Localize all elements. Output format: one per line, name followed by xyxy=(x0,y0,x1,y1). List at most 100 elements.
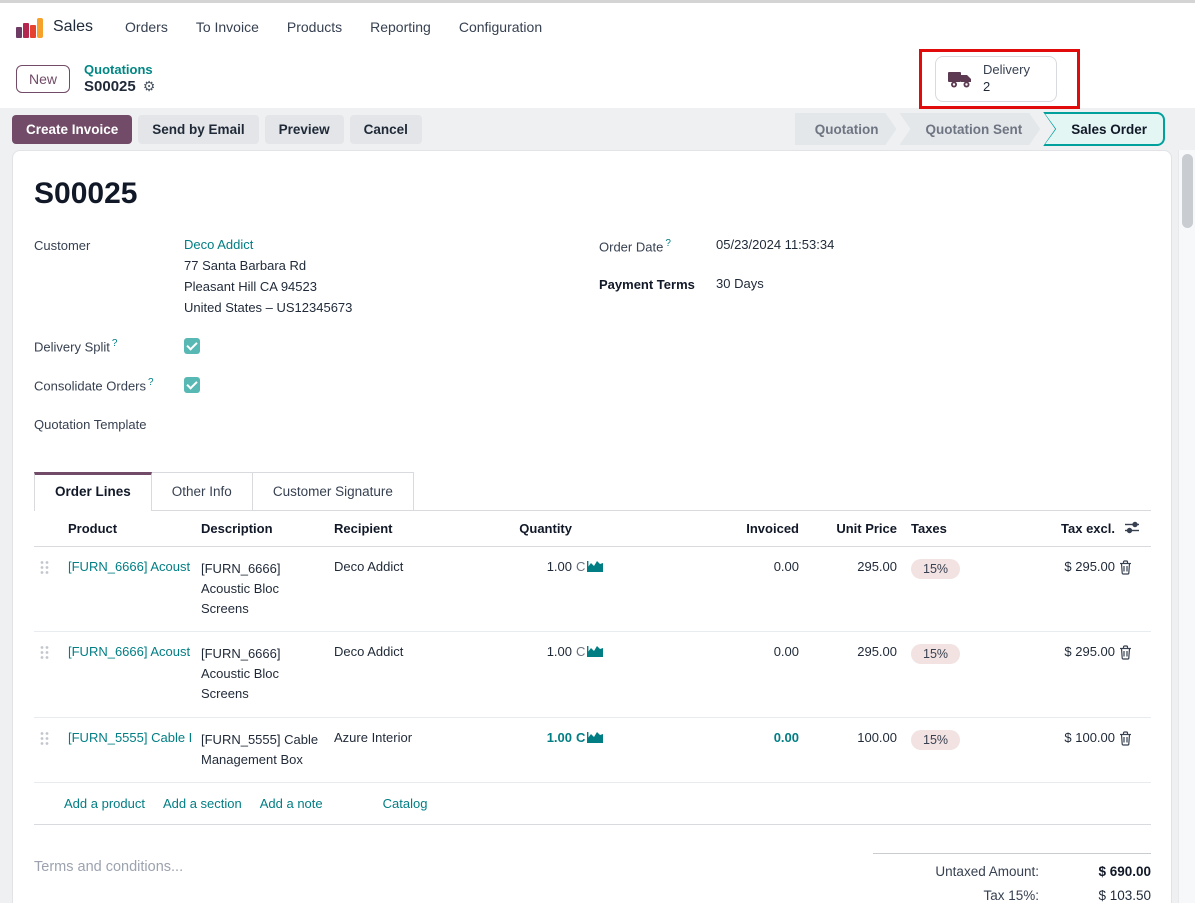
page-title: S00025 xyxy=(34,177,138,210)
table-header-row: Product Description Recipient Quantity I… xyxy=(34,511,1151,547)
recipient-cell[interactable]: Azure Interior xyxy=(334,729,413,745)
forecast-chart-icon[interactable] xyxy=(587,731,604,744)
col-quantity[interactable]: Quantity xyxy=(519,520,572,536)
table-row: [FURN_6666] Acoust [FURN_6666] Acoustic … xyxy=(34,632,1151,718)
drag-handle-icon[interactable] xyxy=(34,632,64,663)
forecast-chart-icon[interactable] xyxy=(587,560,604,573)
unit-price-cell[interactable]: 295.00 xyxy=(857,644,897,660)
address-line-3: United States – US12345673 xyxy=(184,300,353,315)
quotation-template-label: Quotation Template xyxy=(34,416,147,432)
tab-order-lines[interactable]: Order Lines xyxy=(34,471,152,511)
sheet-footer: Terms and conditions... Untaxed Amount: … xyxy=(34,825,1151,903)
consolidate-orders-label: Consolidate Orders? xyxy=(34,377,154,394)
send-by-email-button[interactable]: Send by Email xyxy=(138,114,259,144)
delete-row-icon[interactable] xyxy=(1119,547,1151,578)
add-a-note-link[interactable]: Add a note xyxy=(259,795,323,811)
status-step-quotation[interactable]: Quotation xyxy=(795,113,897,145)
description-cell[interactable]: [FURN_6666] Acoustic Bloc Screens xyxy=(201,560,281,616)
tab-other-info[interactable]: Other Info xyxy=(150,471,253,510)
app-name[interactable]: Sales xyxy=(53,17,94,35)
optional-columns-icon[interactable] xyxy=(1119,511,1151,537)
tax-value: $ 103.50 xyxy=(1098,887,1151,903)
action-bar: Create Invoice Send by Email Preview Can… xyxy=(0,108,1195,150)
uom-cell: C xyxy=(576,729,586,745)
delivery-split-label: Delivery Split? xyxy=(34,338,118,355)
tab-customer-signature[interactable]: Customer Signature xyxy=(251,471,414,510)
untaxed-amount-label: Untaxed Amount: xyxy=(935,863,1039,879)
consolidate-orders-checkbox[interactable] xyxy=(184,377,200,394)
tax-pill[interactable]: 15% xyxy=(911,558,961,579)
terms-and-conditions-input[interactable]: Terms and conditions... xyxy=(34,858,184,875)
order-lines-table: Product Description Recipient Quantity I… xyxy=(34,511,1151,825)
delete-row-icon[interactable] xyxy=(1119,632,1151,663)
col-recipient[interactable]: Recipient xyxy=(334,520,393,536)
description-cell[interactable]: [FURN_5555] Cable Management Box xyxy=(201,731,319,767)
col-invoiced[interactable]: Invoiced xyxy=(746,520,799,536)
nav-item-reporting[interactable]: Reporting xyxy=(370,18,431,35)
subtotal-cell: $ 295.00 xyxy=(1064,644,1115,660)
col-taxes[interactable]: Taxes xyxy=(911,520,947,536)
payment-terms-label: Payment Terms xyxy=(599,277,695,293)
gear-icon[interactable]: ⚙ xyxy=(142,78,156,95)
breadcrumb: Quotations S00025 ⚙ xyxy=(84,62,155,97)
scrollbar-track xyxy=(1178,150,1195,903)
nav-item-configuration[interactable]: Configuration xyxy=(458,18,543,35)
uom-cell: C xyxy=(576,558,586,574)
catalog-link[interactable]: Catalog xyxy=(382,795,428,811)
nav-item-orders[interactable]: Orders xyxy=(125,18,168,35)
add-a-product-link[interactable]: Add a product xyxy=(64,795,145,811)
address-line-2: Pleasant Hill CA 94523 xyxy=(184,279,317,294)
status-step-quotation-sent[interactable]: Quotation Sent xyxy=(899,113,1040,145)
col-product[interactable]: Product xyxy=(68,520,118,536)
brand: Sales xyxy=(16,16,93,38)
customer-link[interactable]: Deco Addict xyxy=(184,237,254,252)
smart-button-area: Delivery 2 xyxy=(919,49,1080,109)
new-button[interactable]: New xyxy=(16,65,71,93)
quantity-cell[interactable]: 1.00 xyxy=(546,558,572,574)
help-icon: ? xyxy=(111,338,118,349)
delivery-count: 2 xyxy=(983,79,991,94)
unit-price-cell[interactable]: 295.00 xyxy=(857,558,897,574)
table-row: [FURN_6666] Acoust [FURN_6666] Acoustic … xyxy=(34,547,1151,633)
notebook-tabs: Order Lines Other Info Customer Signatur… xyxy=(34,471,1151,511)
delete-row-icon[interactable] xyxy=(1119,718,1151,749)
product-cell[interactable]: [FURN_5555] Cable I xyxy=(68,729,193,745)
scrollbar-thumb[interactable] xyxy=(1182,154,1193,228)
nav-item-products[interactable]: Products xyxy=(286,18,343,35)
recipient-cell[interactable]: Deco Addict xyxy=(334,644,404,660)
invoiced-cell: 0.00 xyxy=(773,644,799,660)
nav-item-to-invoice[interactable]: To Invoice xyxy=(195,18,259,35)
col-unit-price[interactable]: Unit Price xyxy=(836,520,897,536)
cancel-button[interactable]: Cancel xyxy=(349,114,422,144)
add-a-section-link[interactable]: Add a section xyxy=(162,795,242,811)
status-step-sales-order[interactable]: Sales Order xyxy=(1043,112,1165,146)
col-description[interactable]: Description xyxy=(201,520,273,536)
col-tax-excl[interactable]: Tax excl. xyxy=(1061,520,1115,536)
delivery-split-checkbox[interactable] xyxy=(184,338,200,354)
delivery-smart-button[interactable]: Delivery 2 xyxy=(935,56,1057,102)
status-step-sales-order-label: Sales Order xyxy=(1045,114,1163,144)
breadcrumb-quotations-link[interactable]: Quotations xyxy=(84,61,153,77)
tax-pill[interactable]: 15% xyxy=(911,729,961,750)
unit-price-cell[interactable]: 100.00 xyxy=(857,729,897,745)
subtotal-cell: $ 100.00 xyxy=(1064,729,1115,745)
preview-button[interactable]: Preview xyxy=(264,114,344,144)
drag-handle-icon[interactable] xyxy=(34,547,64,578)
recipient-cell[interactable]: Deco Addict xyxy=(334,558,404,574)
order-date-value[interactable]: 05/23/2024 11:53:34 xyxy=(716,237,835,252)
quantity-cell[interactable]: 1.00 xyxy=(546,644,572,660)
product-cell[interactable]: [FURN_6666] Acoust xyxy=(68,558,191,574)
subtotal-cell: $ 295.00 xyxy=(1064,558,1115,574)
create-invoice-button[interactable]: Create Invoice xyxy=(12,114,133,144)
description-cell[interactable]: [FURN_6666] Acoustic Bloc Screens xyxy=(201,646,281,702)
address-line-1: 77 Santa Barbara Rd xyxy=(184,258,307,273)
drag-handle-icon[interactable] xyxy=(34,718,64,749)
quantity-cell[interactable]: 1.00 xyxy=(546,729,572,745)
tax-pill[interactable]: 15% xyxy=(911,644,961,665)
tax-label: Tax 15%: xyxy=(983,887,1039,903)
uom-cell: C xyxy=(576,644,586,660)
payment-terms-value[interactable]: 30 Days xyxy=(716,276,764,292)
delivery-label: Delivery xyxy=(983,62,1030,78)
product-cell[interactable]: [FURN_6666] Acoust xyxy=(68,644,191,660)
forecast-chart-icon[interactable] xyxy=(587,645,604,658)
